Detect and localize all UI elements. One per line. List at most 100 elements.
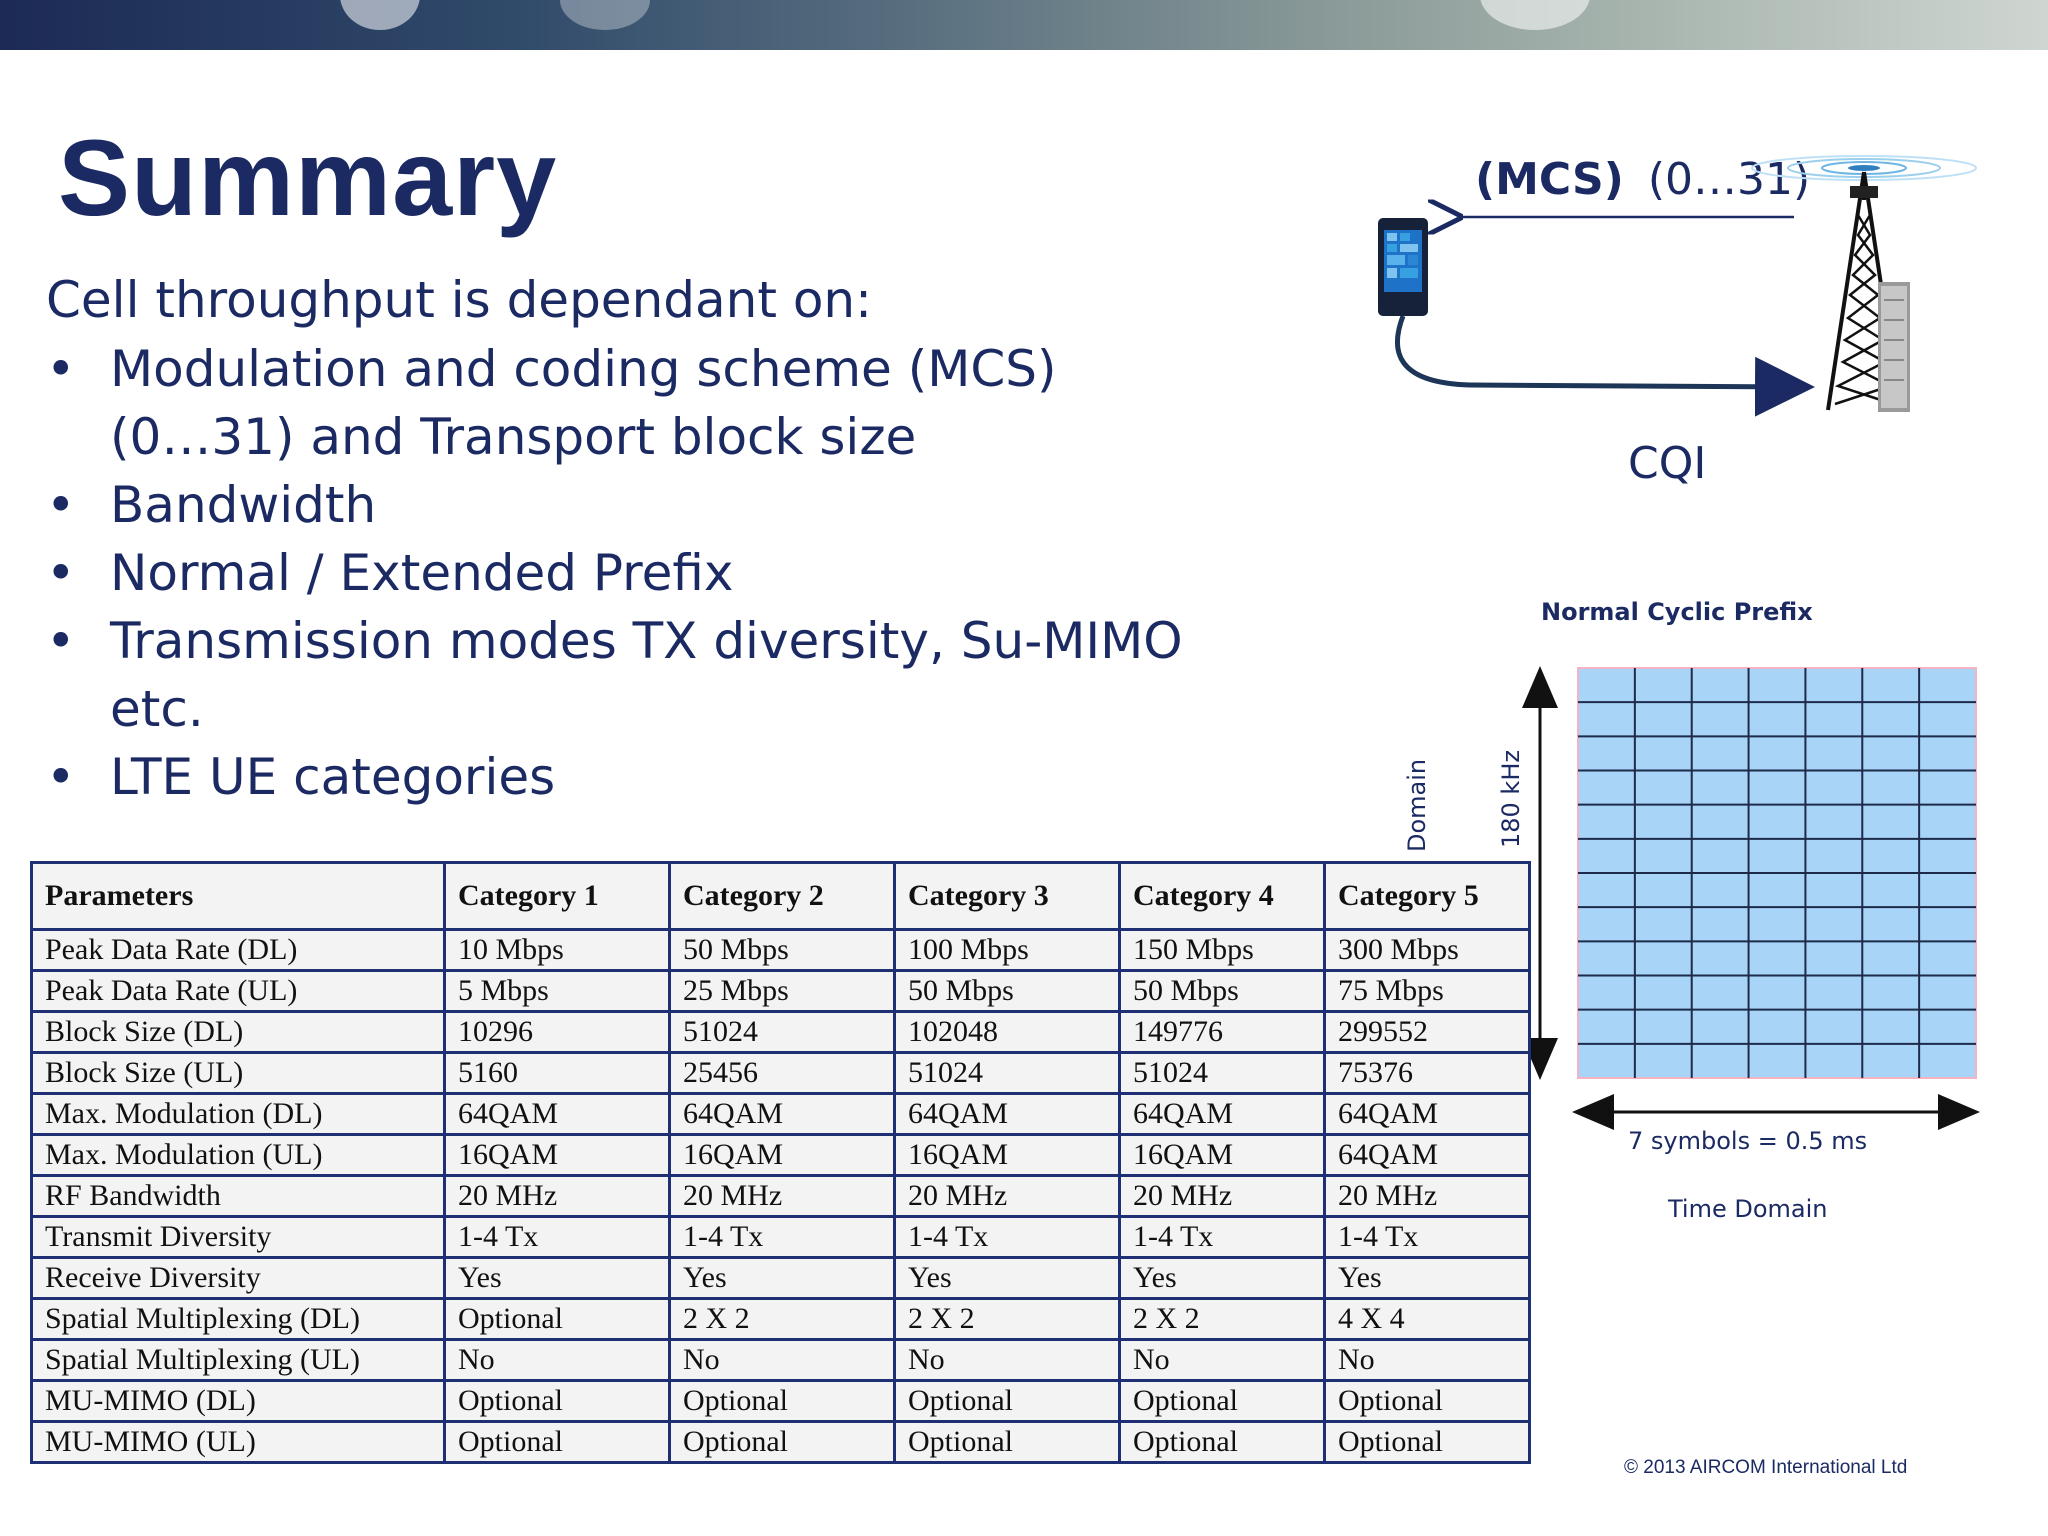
header-cell: Category 3 (893, 861, 1121, 931)
value-cell: 2 X 2 (1118, 1297, 1326, 1341)
value-cell: 1-4 Tx (1118, 1215, 1326, 1259)
value-cell: Optional (1323, 1420, 1531, 1464)
value-cell: 25456 (668, 1051, 896, 1095)
table-row: Transmit Diversity 1-4 Tx 1-4 Tx 1-4 Tx 1-4 … (30, 1215, 1531, 1259)
banner-bokeh (560, 0, 650, 30)
ue-category-table: Parameters Category 1 Category 2 Categor… (30, 861, 1531, 1464)
value-cell: Yes (1323, 1256, 1531, 1300)
table-row: Max. Modulation (DL) 64QAM 64QAM 64QAM 64QAM… (30, 1092, 1531, 1136)
value-cell: 20 MHz (443, 1174, 671, 1218)
value-cell: 149776 (1118, 1010, 1326, 1054)
value-cell: 75376 (1323, 1051, 1531, 1095)
value-cell: No (1323, 1338, 1531, 1382)
mcs-range: (0…31) (1648, 154, 1810, 205)
value-cell: Optional (893, 1420, 1121, 1464)
grid-background (1577, 667, 1977, 1079)
header-cell: Category 2 (668, 861, 896, 931)
value-cell: 150 Mbps (1118, 928, 1326, 972)
bullet-item: • Normal / Extended Prefix (46, 539, 1260, 607)
cqi-arrow (1395, 315, 1815, 417)
value-cell: Yes (668, 1256, 896, 1300)
parameter-cell: MU-MIMO (DL) (30, 1379, 446, 1423)
value-cell: 50 Mbps (1118, 969, 1326, 1013)
grid-title: Normal Cyclic Prefix (1541, 598, 1813, 626)
value-cell: 20 MHz (893, 1174, 1121, 1218)
table-row: Receive Diversity Yes Yes Yes Yes Yes (30, 1256, 1531, 1300)
value-cell: 51024 (668, 1010, 896, 1054)
parameter-cell: MU-MIMO (UL) (30, 1420, 446, 1464)
value-cell: 1-4 Tx (443, 1215, 671, 1259)
value-cell: 64QAM (1323, 1092, 1531, 1136)
value-cell: Optional (1323, 1379, 1531, 1423)
bullet-text: Transmission modes TX diversity, Su-MIMO… (110, 612, 1183, 738)
value-cell: 5160 (443, 1051, 671, 1095)
value-cell: 50 Mbps (893, 969, 1121, 1013)
value-cell: 75 Mbps (1323, 969, 1531, 1013)
symbols-label: 7 symbols = 0.5 ms (1628, 1127, 1867, 1155)
bullet-text: LTE UE categories (110, 748, 556, 806)
header-cell: Parameters (30, 861, 446, 931)
bullet-glyph: • (46, 748, 76, 806)
banner-bokeh (1480, 0, 1590, 30)
base-station-icon (1751, 155, 1977, 412)
value-cell: Yes (443, 1256, 671, 1300)
time-domain-label: Time Domain (1667, 1195, 1828, 1223)
value-cell: 51024 (893, 1051, 1121, 1095)
bullet-glyph: • (46, 340, 76, 398)
table-row: Peak Data Rate (UL) 5 Mbps 25 Mbps 50 Mbps 5… (30, 969, 1531, 1013)
table-header-row: Parameters Category 1 Category 2 Categor… (30, 861, 1531, 931)
table-row: Block Size (DL) 10296 51024 102048 149776 299… (30, 1010, 1531, 1054)
value-cell: No (443, 1338, 671, 1382)
value-cell: 64QAM (1323, 1133, 1531, 1177)
bullet-item: • Transmission modes TX diversity, Su-MIM… (46, 607, 1260, 743)
parameter-cell: Spatial Multiplexing (UL) (30, 1338, 446, 1382)
bullet-item: • LTE UE categories (46, 743, 1260, 811)
value-cell: Yes (893, 1256, 1121, 1300)
parameter-cell: RF Bandwidth (30, 1174, 446, 1218)
bullet-list: • Modulation and coding scheme (MCS) (0…3… (46, 335, 1260, 811)
cqi-label: CQI (1628, 438, 1706, 489)
value-cell: 300 Mbps (1323, 928, 1531, 972)
value-cell: 2 X 2 (668, 1297, 896, 1341)
bullet-text: Normal / Extended Prefix (110, 544, 734, 602)
value-cell: 5 Mbps (443, 969, 671, 1013)
value-cell: 299552 (1323, 1010, 1531, 1054)
header-cell: Category 4 (1118, 861, 1326, 931)
table-row: MU-MIMO (DL) Optional Optional Optional Opti… (30, 1379, 1531, 1423)
mcs-label: (MCS) (0…31) (1475, 154, 1810, 205)
domain-label: Domain (1403, 759, 1431, 852)
value-cell: 20 MHz (1323, 1174, 1531, 1218)
value-cell: 20 MHz (1118, 1174, 1326, 1218)
slide-title: Summary (58, 117, 558, 238)
value-cell: 100 Mbps (893, 928, 1121, 972)
table-row: Spatial Multiplexing (UL) No No No No No (30, 1338, 1531, 1382)
value-cell: 64QAM (1118, 1092, 1326, 1136)
parameter-cell: Transmit Diversity (30, 1215, 446, 1259)
parameter-cell: Max. Modulation (DL) (30, 1092, 446, 1136)
copyright-text: © 2013 AIRCOM International Ltd (1624, 1457, 1908, 1478)
lead-text: Cell throughput is dependant on: (46, 271, 872, 329)
value-cell: 16QAM (1118, 1133, 1326, 1177)
value-cell: 25 Mbps (668, 969, 896, 1013)
value-cell: 10296 (443, 1010, 671, 1054)
value-cell: Optional (668, 1420, 896, 1464)
freq-label: 180 kHz (1497, 750, 1525, 848)
value-cell: Yes (1118, 1256, 1326, 1300)
bullet-text: Bandwidth (110, 476, 377, 534)
parameter-cell: Block Size (UL) (30, 1051, 446, 1095)
banner-bokeh (340, 0, 420, 30)
value-cell: 64QAM (893, 1092, 1121, 1136)
value-cell: 16QAM (668, 1133, 896, 1177)
resource-grid (1577, 667, 1977, 1079)
value-cell: No (668, 1338, 896, 1382)
mcs-bold: (MCS) (1475, 154, 1624, 205)
value-cell: 64QAM (668, 1092, 896, 1136)
value-cell: Optional (443, 1297, 671, 1341)
bullet-text: Modulation and coding scheme (MCS) (0…31… (110, 340, 1057, 466)
header-cell: Category 1 (443, 861, 671, 931)
value-cell: 50 Mbps (668, 928, 896, 972)
header-banner (0, 0, 2048, 50)
value-cell: 16QAM (443, 1133, 671, 1177)
bullet-glyph: • (46, 544, 76, 602)
